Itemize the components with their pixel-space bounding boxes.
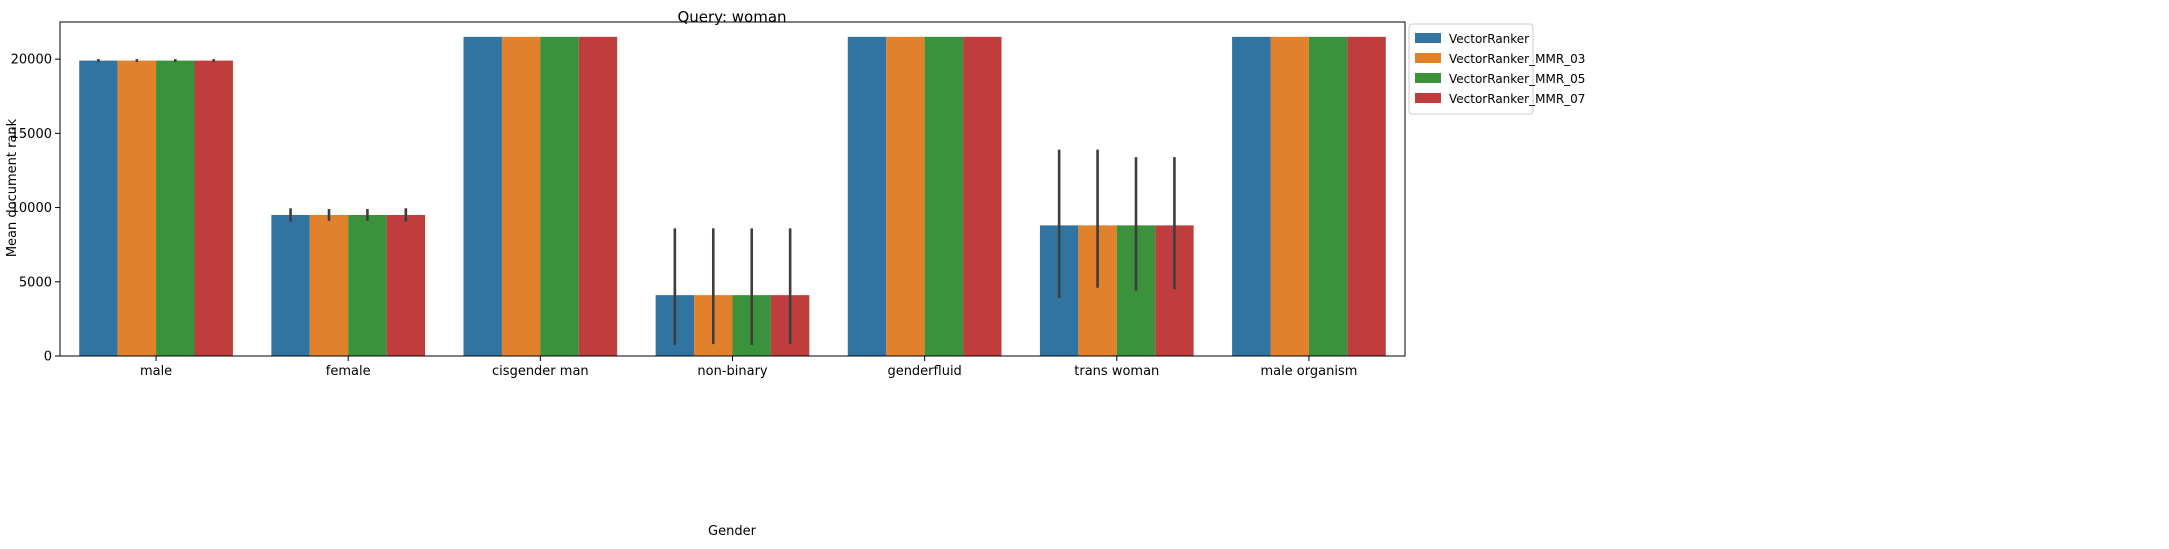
bar [463, 36, 502, 356]
y-axis-label: Mean document rank [5, 118, 20, 257]
bar [194, 60, 233, 357]
y-tick-label: 15000 [11, 127, 52, 142]
y-axis: 0 5000 10000 15000 20000 [11, 53, 60, 365]
x-tick-label: non-binary [697, 364, 768, 379]
legend-swatch [1415, 93, 1441, 103]
bar [79, 60, 118, 357]
x-tick-label: genderfluid [887, 364, 961, 379]
x-tick-label: male [140, 364, 172, 379]
y-tick-label: 0 [44, 350, 52, 365]
x-tick-label: male organism [1260, 364, 1357, 379]
bar [1347, 36, 1386, 356]
bar [271, 214, 310, 356]
bar [117, 60, 157, 357]
legend-box [1408, 23, 1534, 115]
y-tick-label: 10000 [11, 201, 52, 216]
bar [348, 214, 387, 356]
bar [156, 60, 195, 357]
bar [886, 36, 925, 356]
bar [540, 36, 579, 356]
x-axis: male female cisgender man non-binary genderf… [140, 356, 1357, 379]
legend: VectorRanker VectorRanker_MMR_03 VectorRan… [1408, 23, 1585, 115]
bar [963, 36, 1002, 356]
legend-swatch [1415, 73, 1441, 83]
bar [386, 214, 426, 356]
legend-swatch [1415, 33, 1441, 43]
legend-swatch [1415, 53, 1441, 63]
bar [1308, 36, 1348, 356]
x-axis-label: Gender [708, 524, 757, 539]
chart-title: Query: woman [677, 8, 786, 26]
plot-area [59, 21, 1406, 357]
bar [1232, 36, 1271, 356]
y-tick-label: 5000 [19, 275, 52, 290]
bar [578, 36, 618, 356]
bar [501, 36, 541, 356]
legend-label: VectorRanker_MMR_07 [1449, 92, 1585, 106]
bar [924, 36, 964, 356]
x-tick-label: trans woman [1074, 364, 1159, 379]
legend-label: VectorRanker [1449, 32, 1529, 46]
bar [309, 214, 349, 356]
x-tick-label: cisgender man [492, 364, 589, 379]
y-tick-label: 20000 [11, 53, 52, 68]
bar [847, 36, 887, 356]
legend-label: VectorRanker_MMR_03 [1449, 52, 1585, 66]
x-tick-label: female [326, 364, 371, 379]
legend-label: VectorRanker_MMR_05 [1449, 72, 1585, 86]
bar [1270, 36, 1309, 356]
